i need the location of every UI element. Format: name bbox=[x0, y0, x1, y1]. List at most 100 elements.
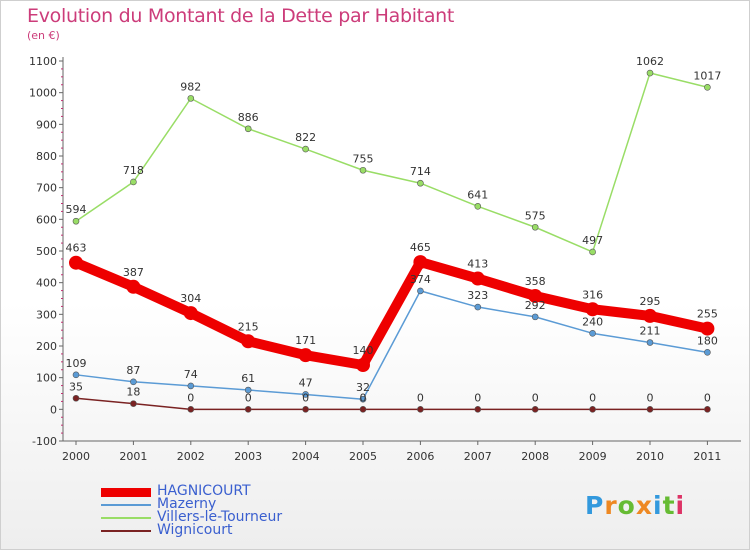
legend-item: Villers-le-Tourneur bbox=[101, 509, 401, 525]
chart-title: Evolution du Montant de la Dette par Hab… bbox=[27, 5, 455, 27]
data-point bbox=[359, 406, 367, 413]
y-tick-label: 1100 bbox=[29, 55, 57, 68]
data-label: 718 bbox=[123, 164, 144, 177]
data-point bbox=[130, 400, 137, 407]
data-label: 180 bbox=[697, 334, 718, 347]
data-label: 87 bbox=[126, 364, 140, 377]
data-label: 886 bbox=[238, 111, 259, 124]
y-tick-label: 0 bbox=[50, 403, 57, 416]
legend-item: HAGNICOURT bbox=[101, 483, 401, 499]
x-tick-label: 2009 bbox=[579, 450, 607, 463]
data-label: 32 bbox=[356, 381, 370, 394]
data-label: 323 bbox=[467, 289, 488, 302]
data-point bbox=[704, 83, 711, 91]
logo-letter: i bbox=[653, 491, 663, 520]
chart-subtitle: (en €) bbox=[27, 29, 60, 42]
legend-label: Mazerny bbox=[157, 496, 217, 512]
logo-letter: t bbox=[662, 491, 676, 520]
legend-label: Villers-le-Tourneur bbox=[157, 509, 283, 525]
data-point bbox=[704, 406, 711, 413]
data-label: 255 bbox=[697, 308, 718, 321]
legend-swatch bbox=[101, 504, 151, 506]
x-tick-label: 2007 bbox=[464, 450, 492, 463]
data-point bbox=[531, 223, 539, 231]
data-label: 575 bbox=[525, 209, 546, 222]
data-point bbox=[589, 406, 596, 413]
data-point bbox=[474, 203, 482, 210]
data-label: 211 bbox=[640, 325, 661, 338]
x-tick-label: 2000 bbox=[62, 450, 90, 463]
data-point bbox=[589, 248, 596, 256]
data-point bbox=[72, 217, 80, 225]
data-point bbox=[356, 358, 370, 372]
data-label: 982 bbox=[180, 80, 201, 93]
data-point bbox=[531, 313, 539, 321]
y-tick-label: 100 bbox=[36, 372, 57, 385]
data-point bbox=[183, 306, 198, 321]
y-tick-label: 600 bbox=[36, 213, 57, 226]
data-label: 755 bbox=[353, 152, 374, 165]
series-line-mazerny bbox=[75, 290, 709, 400]
data-point bbox=[417, 179, 424, 187]
data-point bbox=[298, 348, 313, 363]
x-tick-label: 2003 bbox=[234, 450, 262, 463]
legend-swatch bbox=[101, 487, 151, 497]
data-label: 463 bbox=[66, 242, 87, 255]
data-label: 295 bbox=[640, 295, 661, 308]
y-tick-label: 800 bbox=[36, 150, 57, 163]
data-point bbox=[704, 349, 711, 356]
x-tick-label: 2004 bbox=[292, 450, 320, 463]
y-tick-label: 500 bbox=[36, 245, 57, 258]
series-line-villers-le-tourneur bbox=[75, 72, 709, 253]
data-label: 465 bbox=[410, 241, 431, 254]
logo-letter: o bbox=[617, 491, 636, 520]
data-point bbox=[589, 330, 596, 337]
data-label: 61 bbox=[241, 372, 255, 385]
y-tick-label: 700 bbox=[36, 182, 57, 195]
y-tick-label: 400 bbox=[36, 277, 57, 290]
data-point bbox=[417, 406, 424, 413]
data-point bbox=[130, 378, 137, 386]
data-label: 18 bbox=[126, 386, 140, 399]
legend-item: Mazerny bbox=[101, 496, 401, 512]
data-label: 358 bbox=[525, 275, 546, 288]
data-point bbox=[69, 255, 83, 270]
data-label: 387 bbox=[123, 266, 144, 279]
data-label: 171 bbox=[295, 334, 316, 347]
data-label: 0 bbox=[474, 391, 481, 404]
data-point bbox=[359, 166, 367, 174]
data-point bbox=[244, 386, 252, 394]
data-point bbox=[359, 395, 367, 403]
legend-item: Wignicourt bbox=[101, 522, 401, 538]
series-line-wignicourt bbox=[75, 397, 709, 411]
data-label: 0 bbox=[532, 391, 539, 404]
data-label: 47 bbox=[299, 376, 313, 389]
data-point bbox=[417, 287, 424, 295]
y-tick-label: 900 bbox=[36, 118, 57, 131]
data-label: 0 bbox=[704, 391, 711, 404]
data-point bbox=[72, 371, 80, 379]
data-point bbox=[72, 394, 80, 402]
legend-swatch bbox=[101, 530, 151, 532]
proxiti-logo: Proxiti bbox=[585, 491, 685, 520]
data-label: 0 bbox=[589, 391, 596, 404]
data-point bbox=[187, 406, 195, 413]
data-label: 0 bbox=[245, 391, 252, 404]
logo-letter: i bbox=[675, 491, 686, 520]
series-line-hagnicourt bbox=[71, 257, 713, 370]
data-label: 374 bbox=[410, 273, 431, 286]
data-label: 240 bbox=[582, 315, 603, 328]
data-point bbox=[531, 406, 539, 413]
data-label: 641 bbox=[467, 188, 488, 201]
data-point bbox=[241, 334, 256, 349]
y-tick-label: 300 bbox=[36, 308, 57, 321]
data-label: 497 bbox=[582, 234, 603, 247]
data-label: 316 bbox=[582, 288, 603, 301]
data-point bbox=[474, 303, 482, 311]
data-label: 594 bbox=[66, 203, 87, 216]
data-point bbox=[474, 406, 482, 413]
legend: HAGNICOURT Mazerny Villers-le-Tourneur Wign… bbox=[101, 483, 401, 538]
data-point bbox=[187, 382, 195, 390]
x-tick-label: 2005 bbox=[349, 450, 377, 463]
